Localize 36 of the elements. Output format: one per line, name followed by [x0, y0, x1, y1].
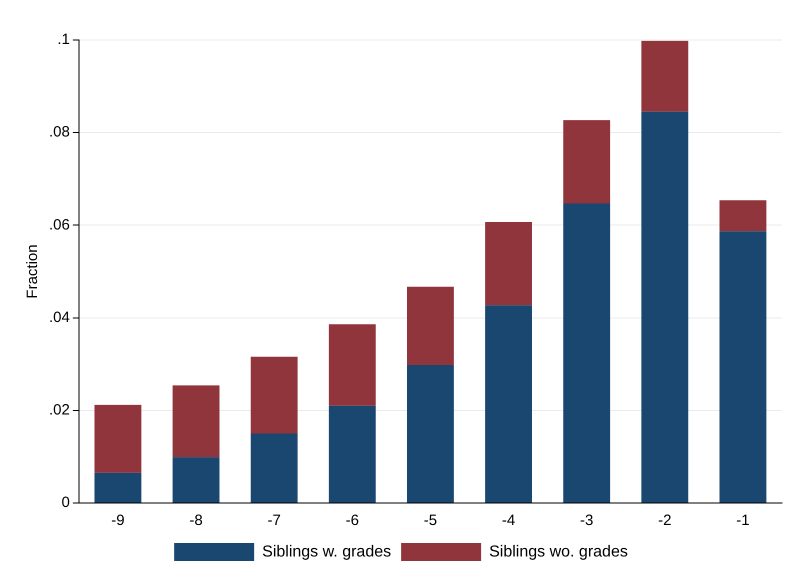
bar — [250, 434, 298, 502]
x-tick-label: -7 — [268, 512, 281, 530]
y-tick-label: .06 — [48, 216, 70, 234]
bar — [328, 406, 376, 502]
legend-label: Siblings wo. grades — [489, 543, 628, 560]
bar — [563, 203, 610, 502]
bar — [172, 457, 220, 502]
bar — [720, 231, 766, 502]
x-tick-label: -3 — [580, 512, 594, 530]
x-tick-label: -4 — [502, 512, 516, 530]
y-tick-label: .1 — [57, 31, 70, 48]
bar — [485, 305, 532, 502]
x-tick-label: -8 — [189, 512, 203, 530]
y-tick-label: 0 — [62, 494, 70, 512]
bar — [485, 222, 532, 306]
y-tick-label: .02 — [48, 402, 70, 419]
bar — [328, 324, 376, 406]
bar — [94, 404, 142, 473]
bar — [172, 385, 220, 458]
bar — [94, 472, 142, 502]
bar — [641, 40, 688, 112]
bar — [641, 112, 688, 502]
bar — [563, 120, 610, 204]
y-tick-label: .04 — [48, 308, 70, 326]
x-tick-label: -5 — [424, 512, 438, 530]
x-tick-label: -1 — [736, 512, 750, 530]
bar — [406, 286, 454, 366]
bar — [250, 356, 298, 434]
x-tick-label: -9 — [111, 512, 125, 530]
bar — [720, 200, 766, 232]
x-tick-label: -2 — [658, 512, 672, 530]
x-tick-label: -6 — [346, 512, 359, 530]
legend-label: Siblings w. grades — [262, 543, 392, 560]
y-tick-label: .08 — [48, 124, 70, 141]
bar — [406, 365, 454, 502]
y-axis-title: Fraction — [24, 244, 42, 299]
